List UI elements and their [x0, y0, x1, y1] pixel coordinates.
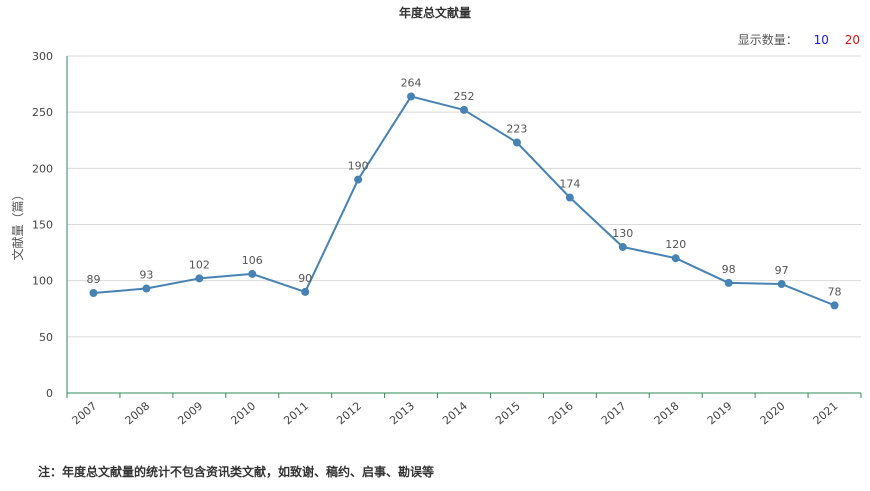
footnote: 注：年度总文献量的统计不包含资讯类文献，如致谢、稿约、启事、勘误等 [38, 465, 435, 479]
data-point [618, 242, 627, 251]
y-tick-label: 150 [32, 219, 53, 232]
y-tick-label: 250 [32, 106, 53, 119]
data-point [89, 289, 98, 298]
y-axis: 0 50 100 150 200 250 300 [32, 50, 68, 400]
data-point [565, 193, 574, 202]
x-tick-label: 2014 [440, 399, 470, 427]
display-count-option-20[interactable]: 20 [844, 33, 860, 47]
data-label: 252 [454, 90, 475, 103]
data-point [460, 105, 468, 114]
data-label: 90 [298, 272, 312, 285]
data-point [142, 284, 151, 293]
display-count-label: 显示数量： [737, 33, 798, 47]
x-tick-label: 2020 [758, 399, 788, 427]
data-point [830, 301, 839, 310]
chart-title: 年度总文献量 [398, 6, 471, 20]
data-point [724, 278, 733, 287]
data-label: 102 [189, 258, 210, 271]
data-label: 120 [665, 238, 686, 251]
y-tick-label: 50 [39, 331, 53, 344]
x-tick-label: 2007 [70, 399, 100, 427]
x-tick-label: 2021 [811, 399, 841, 427]
data-label: 190 [348, 160, 369, 173]
data-label: 89 [86, 273, 100, 286]
x-tick-label: 2009 [175, 399, 205, 427]
x-tick-label: 2015 [493, 399, 523, 427]
data-label: 223 [506, 122, 527, 135]
data-point [248, 269, 257, 278]
data-point [354, 175, 363, 184]
x-tick-label: 2016 [546, 399, 576, 427]
y-tick-label: 0 [46, 387, 53, 400]
data-point [671, 254, 680, 263]
y-axis-title: 文献量（篇） [10, 188, 25, 260]
data-point [407, 92, 416, 101]
data-point [301, 287, 310, 296]
data-point [777, 280, 786, 289]
x-tick-label: 2011 [281, 399, 311, 427]
y-tick-label: 200 [32, 162, 53, 175]
display-count-option-10[interactable]: 10 [813, 33, 829, 47]
x-tick-label: 2019 [705, 399, 735, 427]
data-label: 264 [401, 76, 422, 89]
x-tick-label: 2010 [228, 399, 258, 427]
data-label: 130 [612, 227, 633, 240]
data-points [89, 92, 839, 310]
data-labels: 89 93 102 106 90 190 264 252 223 174 130 120 98 97 78 [86, 76, 841, 298]
x-tick-label: 2008 [123, 399, 153, 427]
x-tick-label: 2018 [652, 399, 682, 427]
data-label: 174 [559, 178, 580, 191]
y-tick-label: 100 [32, 275, 53, 288]
data-point [512, 138, 521, 147]
data-label: 78 [828, 285, 842, 298]
x-tick-label: 2012 [334, 399, 364, 427]
data-label: 98 [722, 263, 736, 276]
data-point [195, 274, 204, 283]
x-tick-label: 2013 [387, 399, 417, 427]
y-tick-label: 300 [32, 50, 53, 63]
x-axis: 2007 2008 2009 2010 2011 2012 2013 2014 2015 2016… [66, 392, 862, 427]
data-label: 97 [775, 264, 789, 277]
x-tick-label: 2017 [599, 399, 629, 427]
display-count-selector: 显示数量： 10 20 [738, 31, 860, 48]
data-label: 93 [139, 269, 153, 282]
data-label: 106 [242, 254, 263, 267]
